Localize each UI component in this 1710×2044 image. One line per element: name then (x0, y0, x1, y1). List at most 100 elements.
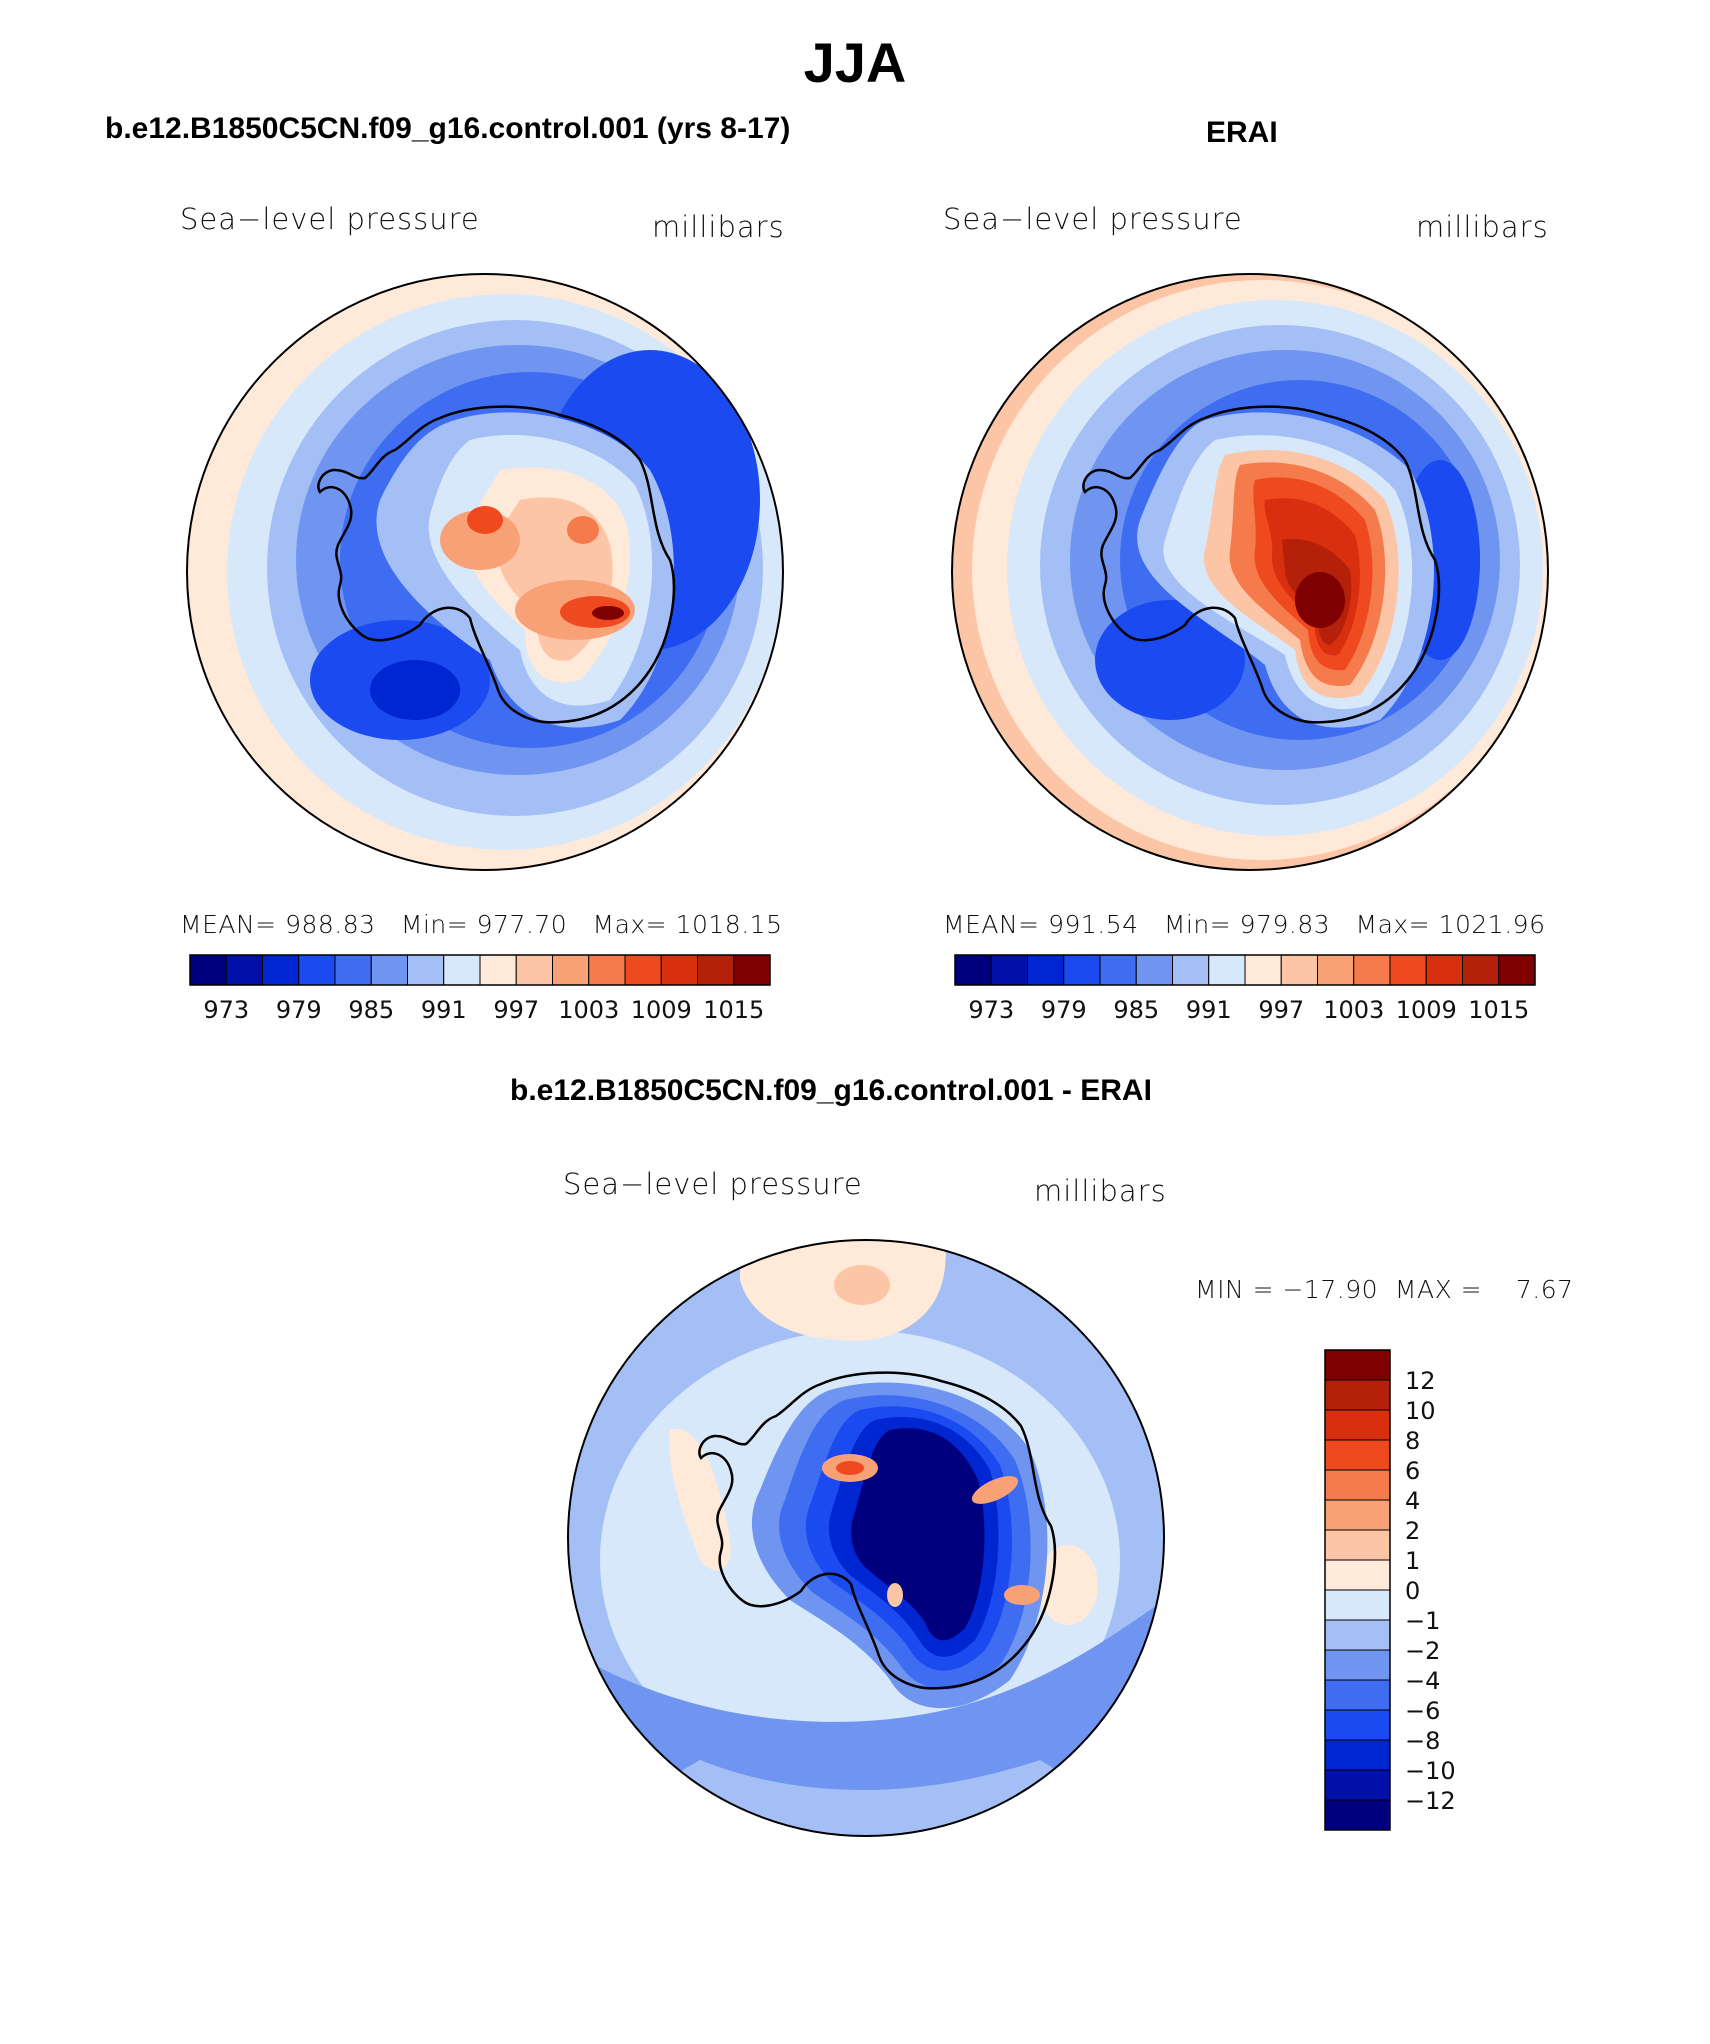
stats-obs: MEAN= 991.54 Min= 979.83 Max= 1021.96 (943, 910, 1545, 939)
colorbar-box-0-13 (660, 954, 698, 986)
colorbar-box-2-3 (1324, 1439, 1391, 1471)
colorbar-box-0-2 (262, 954, 300, 986)
colorbar-tick-2-10: −4 (1405, 1667, 1440, 1695)
colorbar-box-2-8 (1324, 1589, 1391, 1621)
colorbar-tick-1-6: 1009 (1396, 996, 1457, 1024)
colorbar-tick-2-12: −8 (1405, 1727, 1440, 1755)
colorbar-tick-2-1: 10 (1405, 1397, 1436, 1425)
colorbar-box-2-5 (1324, 1499, 1391, 1531)
colorbar-box-1-13 (1425, 954, 1463, 986)
colorbar-box-1-2 (1027, 954, 1065, 986)
colorbar-tick-2-0: 12 (1405, 1367, 1436, 1395)
variable-label-model: Sea−level pressure (180, 202, 480, 236)
colorbar-tick-2-11: −6 (1405, 1697, 1440, 1725)
colorbar-box-2-2 (1324, 1409, 1391, 1441)
units-label-model: millibars (652, 210, 785, 244)
colorbar-box-0-6 (407, 954, 445, 986)
colorbar-frame-2 (1324, 1349, 1391, 1831)
colorbar-box-2-0 (1324, 1349, 1391, 1381)
colorbar-tick-2-4: 4 (1405, 1487, 1420, 1515)
colorbar-box-2-1 (1324, 1379, 1391, 1411)
mean-value-obs: 991.54 (1048, 910, 1139, 939)
colorbar-box-2-11 (1324, 1679, 1391, 1711)
minmax-diff: MIN = −17.90 MAX = 7.67 (1195, 1275, 1574, 1304)
min-label-model: Min= (400, 910, 469, 939)
colorbar-tick-0-7: 1015 (703, 996, 764, 1024)
colorbar-box-1-1 (990, 954, 1028, 986)
panel-title-diff: b.e12.B1850C5CN.f09_g16.control.001 - ER… (510, 1074, 1152, 1107)
max-label-model: Max= (592, 910, 668, 939)
colorbar-box-0-10 (552, 954, 590, 986)
colorbar-tick-0-5: 1003 (558, 996, 619, 1024)
colorbar-box-0-14 (697, 954, 735, 986)
colorbar-box-0-0 (189, 954, 227, 986)
colorbar-tick-2-13: −10 (1405, 1757, 1456, 1785)
colorbar-box-1-15 (1498, 954, 1536, 986)
units-label-diff: millibars (1034, 1174, 1167, 1208)
colorbar-box-1-9 (1280, 954, 1318, 986)
colorbar-tick-1-0: 973 (968, 996, 1014, 1024)
colorbar-tick-0-3: 991 (421, 996, 467, 1024)
panel-title-model: b.e12.B1850C5CN.f09_g16.control.001 (yrs… (105, 112, 791, 145)
colorbar-box-0-15 (733, 954, 771, 986)
colorbar-box-0-3 (298, 954, 336, 986)
mean-label-obs: MEAN= (943, 910, 1040, 939)
colorbar-frame-1 (954, 954, 1536, 986)
colorbar-tick-0-0: 973 (203, 996, 249, 1024)
variable-label-diff: Sea−level pressure (563, 1167, 863, 1201)
colorbar-tick-2-5: 2 (1405, 1517, 1420, 1545)
colorbar-tick-2-3: 6 (1405, 1457, 1420, 1485)
colorbar-tick-2-9: −2 (1405, 1637, 1440, 1665)
colorbar-box-1-8 (1244, 954, 1282, 986)
max-label-obs: Max= (1355, 910, 1431, 939)
colorbar-box-1-14 (1462, 954, 1500, 986)
colorbar-tick-0-6: 1009 (631, 996, 692, 1024)
colorbar-tick-2-6: 1 (1405, 1547, 1420, 1575)
max-value-obs: 1021.96 (1438, 910, 1546, 939)
colorbar-tick-1-2: 985 (1113, 996, 1159, 1024)
colorbar-box-1-4 (1099, 954, 1137, 986)
colorbar-box-1-12 (1389, 954, 1427, 986)
min-value-model: 977.70 (476, 910, 568, 939)
colorbar-box-2-14 (1324, 1769, 1391, 1801)
colorbar-tick-0-4: 997 (493, 996, 539, 1024)
colorbar-box-2-4 (1324, 1469, 1391, 1501)
colorbar-box-1-10 (1317, 954, 1355, 986)
map-obs (951, 273, 1549, 871)
colorbar-tick-1-3: 991 (1186, 996, 1232, 1024)
colorbar-box-0-7 (443, 954, 481, 986)
colorbar-tick-0-2: 985 (348, 996, 394, 1024)
colorbar-box-2-13 (1324, 1739, 1391, 1771)
colorbar-box-1-5 (1135, 954, 1173, 986)
units-label-obs: millibars (1416, 210, 1549, 244)
colorbar-tick-1-1: 979 (1041, 996, 1087, 1024)
min-label-obs: Min= (1163, 910, 1232, 939)
max-value-model: 1018.15 (675, 910, 783, 939)
colorbar-box-0-12 (624, 954, 662, 986)
colorbar-box-2-9 (1324, 1619, 1391, 1651)
colorbar-box-0-9 (515, 954, 553, 986)
colorbar-frame-0 (189, 954, 771, 986)
colorbar-box-0-8 (479, 954, 517, 986)
colorbar-tick-1-7: 1015 (1468, 996, 1529, 1024)
colorbar-box-2-15 (1324, 1799, 1391, 1831)
colorbar-box-1-6 (1172, 954, 1210, 986)
colorbar-box-0-11 (588, 954, 626, 986)
colorbar-box-1-0 (954, 954, 992, 986)
colorbar-box-2-6 (1324, 1529, 1391, 1561)
main-title: JJA (803, 31, 907, 94)
colorbar-box-2-7 (1324, 1559, 1391, 1591)
colorbar-tick-2-14: −12 (1405, 1787, 1456, 1815)
map-diff (567, 1239, 1165, 1837)
colorbars: 973 979 985 991 997 1003 1009 1015 973 979 985 991 9… (189, 954, 1536, 1831)
mean-label-model: MEAN= (180, 910, 277, 939)
colorbar-box-1-11 (1353, 954, 1391, 986)
colorbar-tick-1-5: 1003 (1323, 996, 1384, 1024)
colorbar-box-1-3 (1063, 954, 1101, 986)
colorbar-tick-2-8: −1 (1405, 1607, 1440, 1635)
colorbar-box-0-4 (334, 954, 372, 986)
colorbar-box-0-1 (225, 954, 263, 986)
map-model (186, 273, 784, 871)
stats-model: MEAN= 988.83 Min= 977.70 Max= 1018.15 (180, 910, 782, 939)
